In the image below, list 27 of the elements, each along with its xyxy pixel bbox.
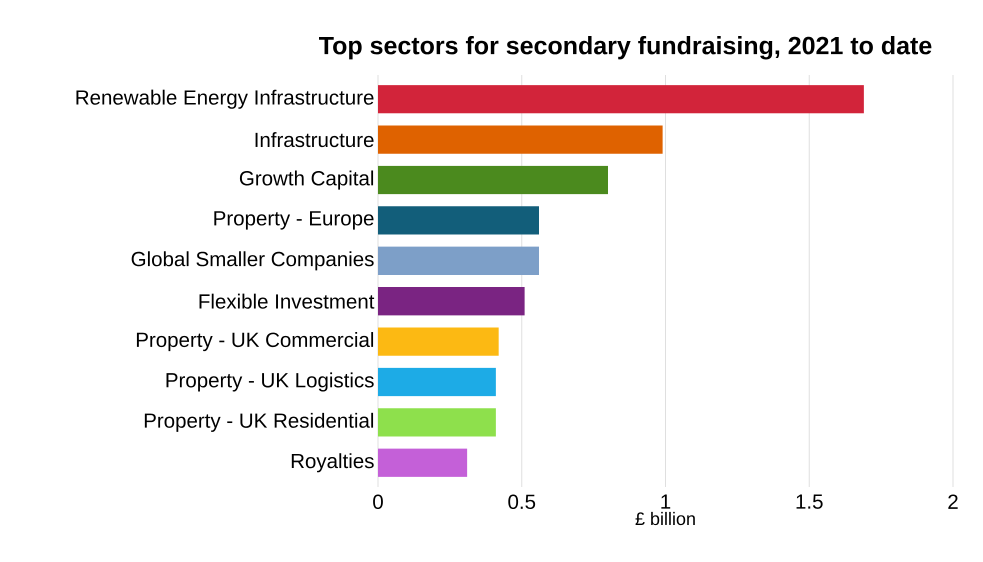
y-tick-label: Flexible Investment xyxy=(200,294,374,309)
bar xyxy=(378,448,468,477)
y-tick-label: Renewable Energy Infrastructure xyxy=(76,90,374,109)
x-tick-label: 0.5 xyxy=(508,494,536,510)
bar xyxy=(378,287,525,316)
y-tick-label: Property - UK Logistics xyxy=(166,372,374,392)
bar xyxy=(378,246,539,275)
bar xyxy=(378,125,663,154)
x-tick-label: 0 xyxy=(373,494,383,510)
y-tick-label: Property - UK Residential xyxy=(144,412,374,432)
x-tick-label: 1 xyxy=(661,494,670,509)
y-tick-label: Global Smaller Companies xyxy=(132,251,374,270)
chart-title: Top sectors for secondary fundraising, 2021 to date xyxy=(319,36,932,60)
y-tick-label: Royalties xyxy=(292,453,374,472)
y-tick-label: Property - Europe xyxy=(214,211,374,230)
bar xyxy=(378,408,496,436)
y-tick-label: Property - UK Commercial xyxy=(136,332,374,352)
bar xyxy=(378,327,499,356)
bar xyxy=(378,368,496,396)
bar xyxy=(378,85,864,114)
bar xyxy=(378,206,539,235)
y-tick-label: Infrastructure xyxy=(256,132,374,148)
x-tick-label: 1.5 xyxy=(796,494,823,509)
y-tick-label: Growth Capital xyxy=(240,170,374,190)
x-tick-label: 2 xyxy=(948,494,958,509)
bar xyxy=(378,166,608,194)
x-axis-title: £ billion xyxy=(635,512,695,526)
